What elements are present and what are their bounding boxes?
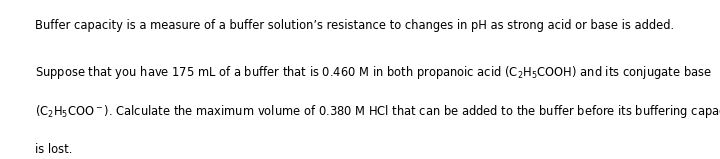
Text: Buffer capacity is a measure of a buffer solution’s resistance to changes in pH : Buffer capacity is a measure of a buffer… <box>35 19 674 32</box>
Text: (C$_2$H$_5$COO$^-$). Calculate the maximum volume of 0.380 M HCl that can be add: (C$_2$H$_5$COO$^-$). Calculate the maxim… <box>35 103 720 120</box>
Text: is lost.: is lost. <box>35 143 72 156</box>
Text: Suppose that you have 175 mL of a buffer that is 0.460 M in both propanoic acid : Suppose that you have 175 mL of a buffer… <box>35 64 711 81</box>
